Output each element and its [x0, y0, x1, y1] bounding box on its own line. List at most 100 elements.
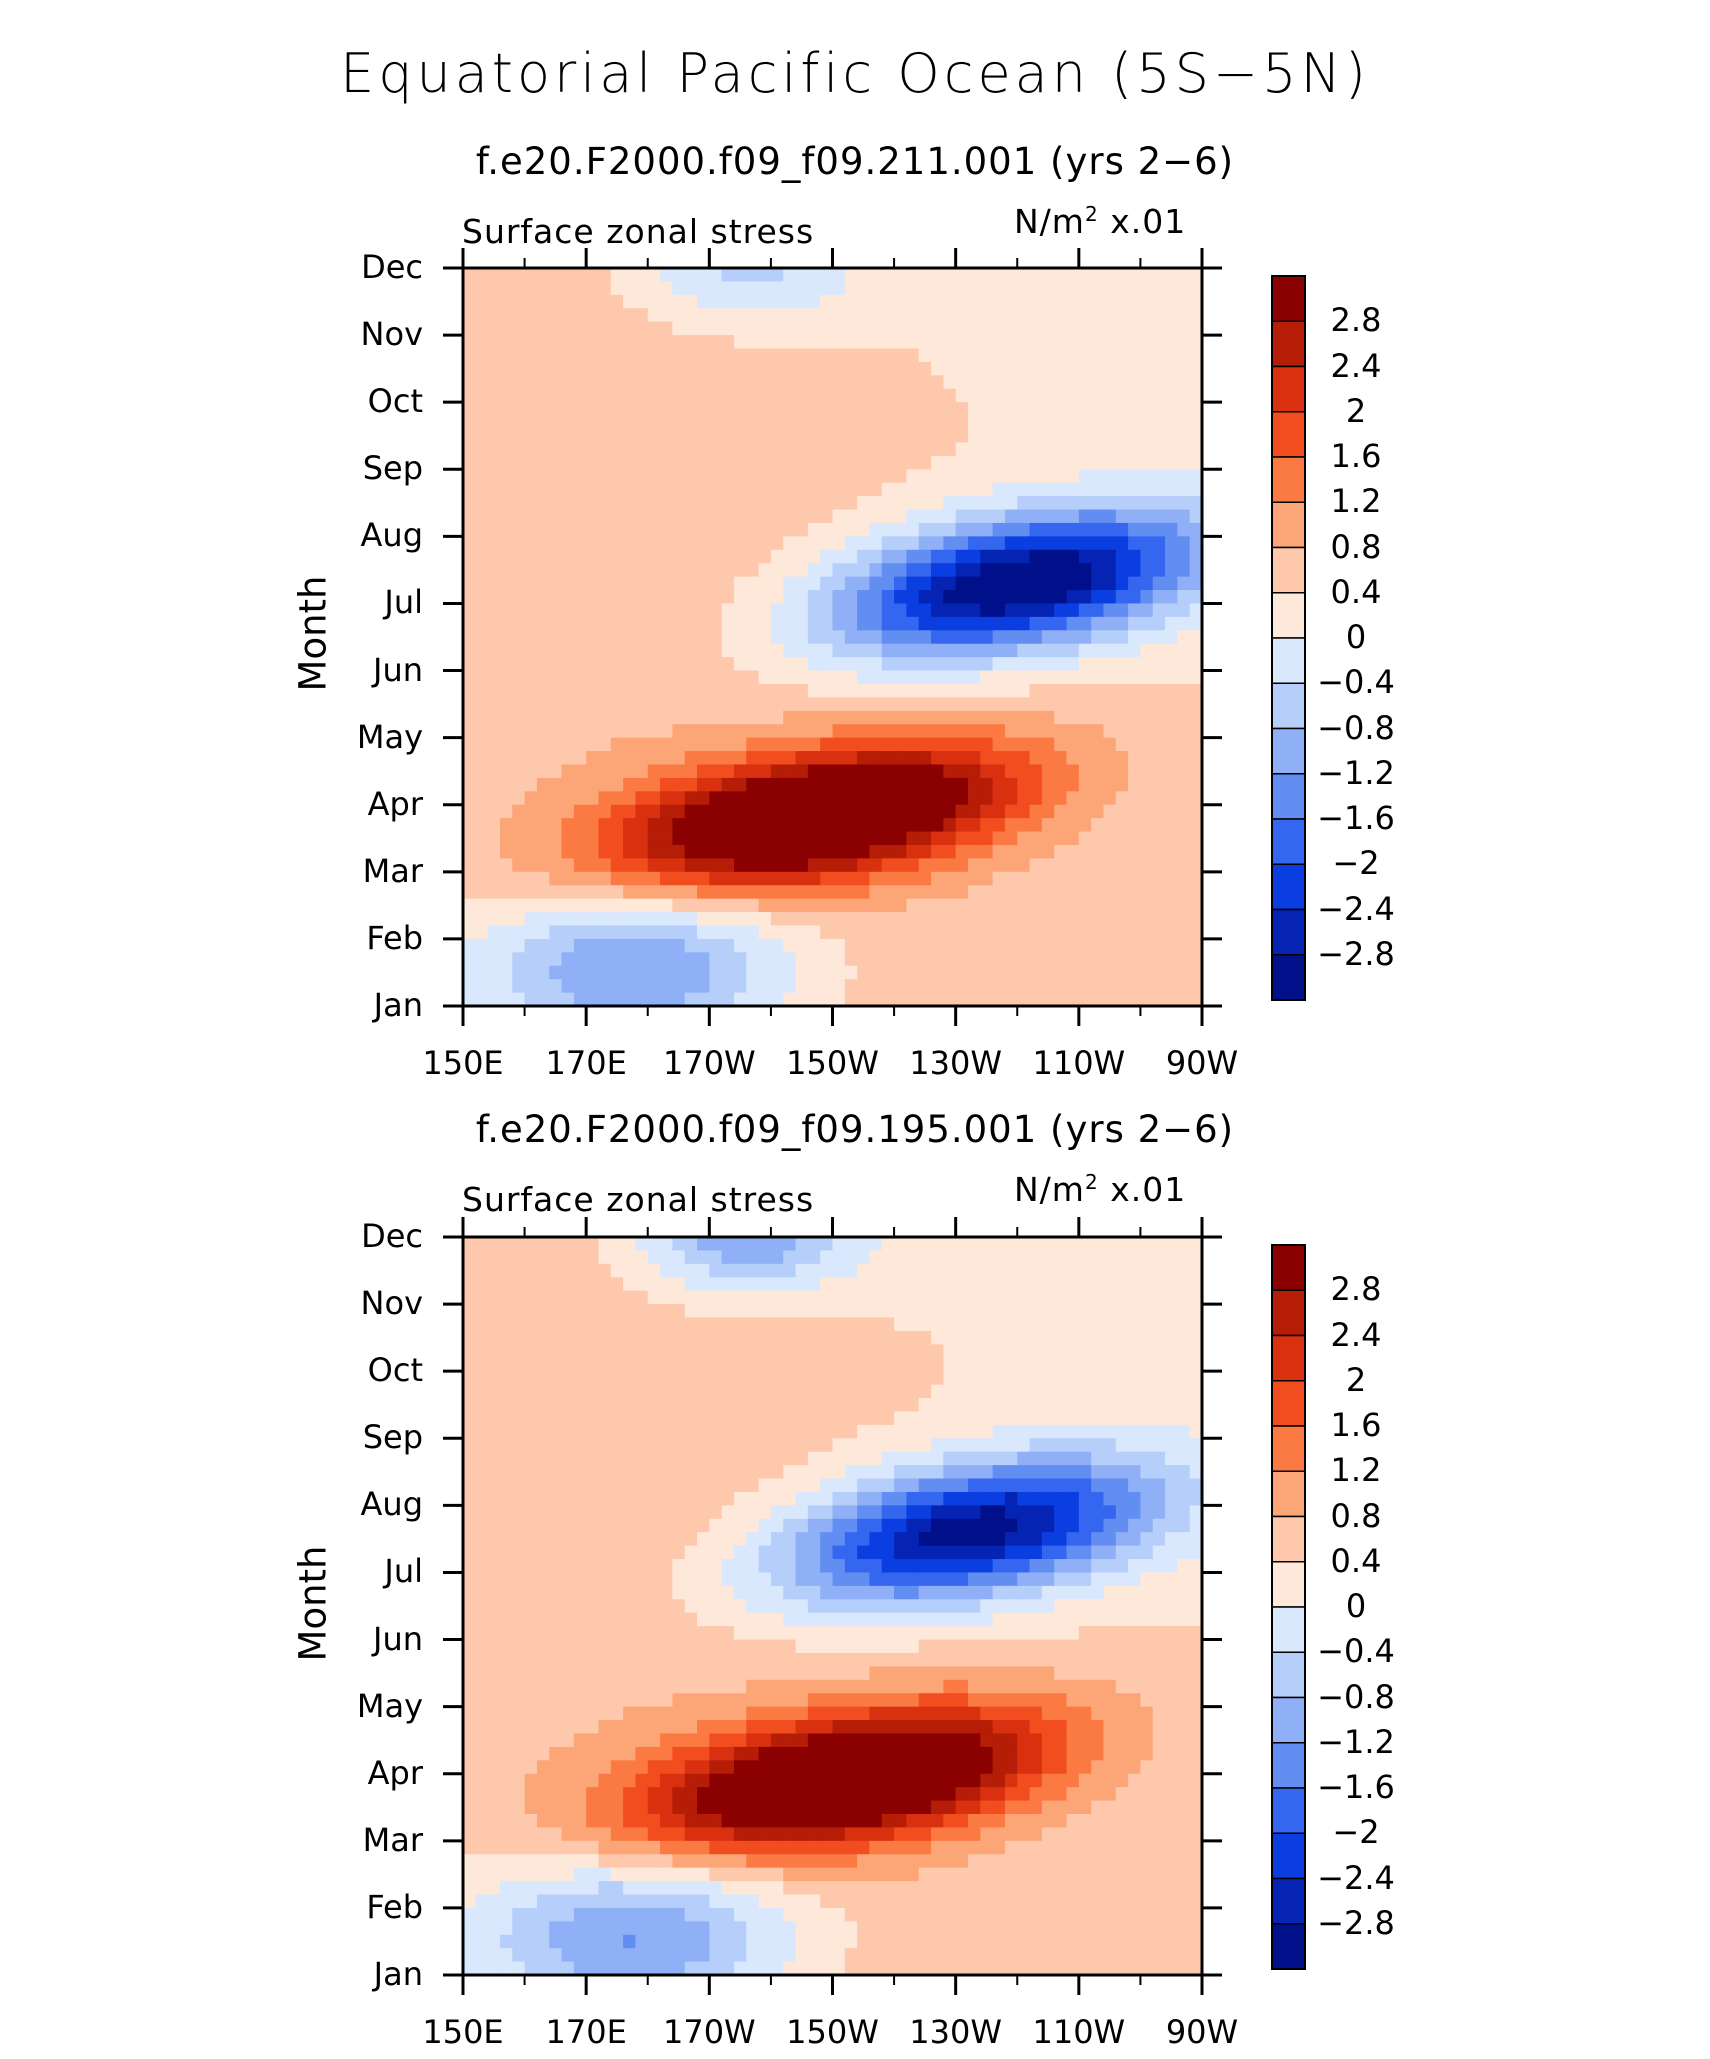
panel1-contour-cell [820, 764, 834, 779]
panel1-contour-cell [660, 751, 673, 766]
panel1-contour-cell [1078, 549, 1092, 564]
panel1-contour-cell [475, 912, 489, 927]
panel2-contour-cell [586, 1491, 600, 1506]
panel1-contour-cell [869, 268, 883, 283]
panel1-contour-cell [499, 992, 513, 1007]
panel1-contour-cell [783, 361, 797, 376]
panel1-contour-cell [647, 777, 661, 792]
panel2-contour-cell [795, 1304, 809, 1319]
panel2-contour-cell [487, 1666, 501, 1681]
panel1-contour-cell [684, 657, 698, 672]
panel1-contour-cell [499, 590, 513, 605]
panel2-variable: Surface zonal stress [462, 1180, 815, 1219]
panel1-contour-cell [820, 388, 834, 403]
panel1-contour-cell [672, 724, 686, 739]
panel1-contour-cell [549, 294, 563, 309]
panel2-contour-cell [573, 1585, 587, 1600]
panel1-contour-cell [869, 630, 883, 645]
panel1-contour-cell [561, 590, 575, 605]
panel1-contour-cell [1004, 415, 1018, 430]
panel1-contour-cell [697, 683, 710, 698]
panel1-contour-cell [586, 482, 600, 497]
panel1-contour-cell [524, 429, 538, 444]
panel2-contour-cell [635, 1398, 649, 1413]
panel1-contour-cell [1091, 925, 1105, 940]
panel2-contour-cell [635, 1465, 649, 1480]
panel2-contour-cell [487, 1612, 501, 1627]
panel1-contour-cell [1115, 455, 1129, 470]
panel1-contour-cell [684, 844, 698, 859]
panel1-contour-cell [931, 496, 944, 511]
panel1-contour-cell [1041, 737, 1055, 752]
panel1-contour-cell [881, 375, 895, 390]
panel1-contour-cell [770, 549, 784, 564]
panel1-contour-cell [1152, 952, 1166, 967]
panel1-contour-cell [684, 737, 698, 752]
panel1-contour-cell [660, 603, 673, 618]
panel2-contour-cell [463, 1840, 476, 1855]
panel2-contour-cell [475, 1921, 489, 1936]
panel1-contour-cell [881, 536, 895, 551]
panel1-contour-cell [475, 442, 489, 457]
panel2-contour-cell [807, 1572, 821, 1587]
panel2-contour-cell [684, 1371, 698, 1386]
panel2-contour-cell [561, 1720, 575, 1735]
panel2-contour-cell [512, 1760, 526, 1775]
panel1-contour-cell [807, 751, 821, 766]
panel2-contour-cell [684, 1612, 698, 1627]
panel2-contour-cell [758, 1317, 772, 1332]
panel2-contour-cell [475, 1237, 489, 1252]
panel1-contour-cell [869, 536, 883, 551]
panel1-contour-cell [660, 442, 673, 457]
panel1-contour-cell [906, 482, 920, 497]
panel1-contour-cell [1103, 952, 1117, 967]
panel1-contour-cell [1066, 536, 1080, 551]
panel1-contour-cell [857, 361, 871, 376]
panel1-contour-cell [931, 281, 944, 296]
panel2-contour-cell [463, 1854, 476, 1869]
panel1-contour-cell [536, 791, 550, 806]
panel2-contour-cell [660, 1840, 673, 1855]
panel1-contour-cell [783, 630, 797, 645]
panel1-contour-cell [635, 482, 649, 497]
panel1-contour-cell [783, 979, 797, 994]
panel2-contour-cell [549, 1237, 563, 1252]
panel2-contour-cell [610, 1652, 624, 1667]
panel1-contour-cell [1128, 858, 1142, 873]
panel1-contour-cell [955, 858, 969, 873]
panel1-contour-cell [1152, 804, 1166, 819]
panel1-contour-cell [894, 496, 907, 511]
panel1-contour-cell [586, 643, 600, 658]
panel2-contour-cell [746, 1263, 760, 1278]
panel2-contour-cell [807, 1505, 821, 1520]
panel2-contour-cell [684, 1746, 698, 1761]
panel1-contour-cell [746, 898, 760, 913]
panel2-contour-cell [561, 1424, 575, 1439]
panel1-contour-cell [475, 871, 489, 886]
panel2-contour-cell [807, 1733, 821, 1748]
panel1-contour-cell [1103, 415, 1117, 430]
panel2-contour-cell [733, 1371, 747, 1386]
panel2-contour-cell [573, 1639, 587, 1654]
panel1-contour-cell [857, 549, 871, 564]
panel1-contour-cell [820, 992, 834, 1007]
panel1-contour-cell [1128, 777, 1142, 792]
panel1-contour-cell [512, 348, 526, 363]
panel1-contour-cell [684, 335, 698, 350]
panel2-contour-cell [610, 1317, 624, 1332]
panel1-contour-cell [475, 576, 489, 591]
panel2-contour-cell [598, 1733, 612, 1748]
panel1-contour-cell [573, 590, 587, 605]
panel1-contour-cell [697, 885, 710, 900]
panel1-contour-cell [660, 375, 673, 390]
panel2-contour-cell [647, 1438, 661, 1453]
panel1-contour-cell [967, 375, 981, 390]
panel1-contour-cell [746, 455, 760, 470]
panel1-contour-cell [992, 522, 1006, 537]
panel1-contour-cell [844, 590, 858, 605]
panel1-contour-cell [1128, 590, 1142, 605]
panel2-contour-cell [660, 1465, 673, 1480]
panel1-contour-cell [931, 979, 944, 994]
panel1-contour-cell [586, 938, 600, 953]
panel2-contour-cell [610, 1706, 624, 1721]
